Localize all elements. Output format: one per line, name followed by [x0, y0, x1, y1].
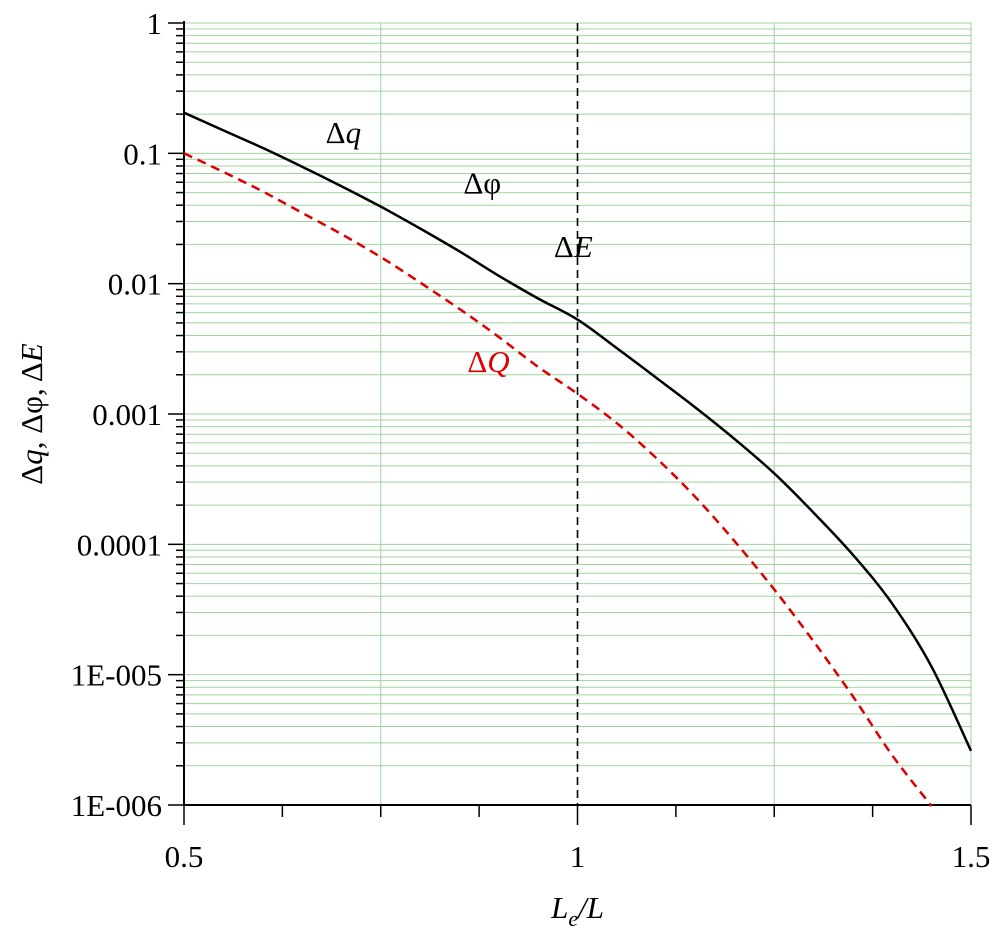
x-axis-title-main: L: [550, 890, 568, 925]
curve-label: ΔQ: [467, 344, 509, 379]
curve-label: Δφ: [463, 166, 501, 201]
annotations: Δq Δφ ΔE ΔQ: [326, 115, 593, 379]
x-tick-label: 1.5: [952, 839, 991, 874]
curve-label: Δq: [326, 115, 361, 150]
y-axis-title-part: E: [14, 343, 49, 363]
x-tick-label: 0.5: [165, 839, 204, 874]
curve-label: ΔE: [554, 229, 593, 264]
y-tick-label: 0.0001: [77, 527, 162, 562]
axes: [168, 21, 971, 825]
x-axis-title-sub: e: [568, 906, 578, 931]
y-tick-label: 1E-005: [71, 658, 162, 693]
x-axis-title-rest: /L: [576, 890, 604, 925]
y-axis-title-part: Δ: [14, 465, 49, 485]
y-tick-label: 0.1: [123, 136, 162, 171]
y-tick-label: 1E-006: [71, 788, 162, 823]
x-axis-title: Le/L: [550, 890, 604, 931]
y-axis-title: Δq, Δφ, ΔE: [14, 343, 49, 485]
y-tick-label: 1: [147, 6, 163, 41]
y-axis-title-part: q: [14, 449, 49, 465]
y-tick-label: 0.001: [92, 397, 162, 432]
y-tick-label: 0.01: [108, 267, 162, 302]
y-axis-title-part: , Δφ, Δ: [14, 362, 49, 449]
x-tick-label: 1: [570, 839, 586, 874]
